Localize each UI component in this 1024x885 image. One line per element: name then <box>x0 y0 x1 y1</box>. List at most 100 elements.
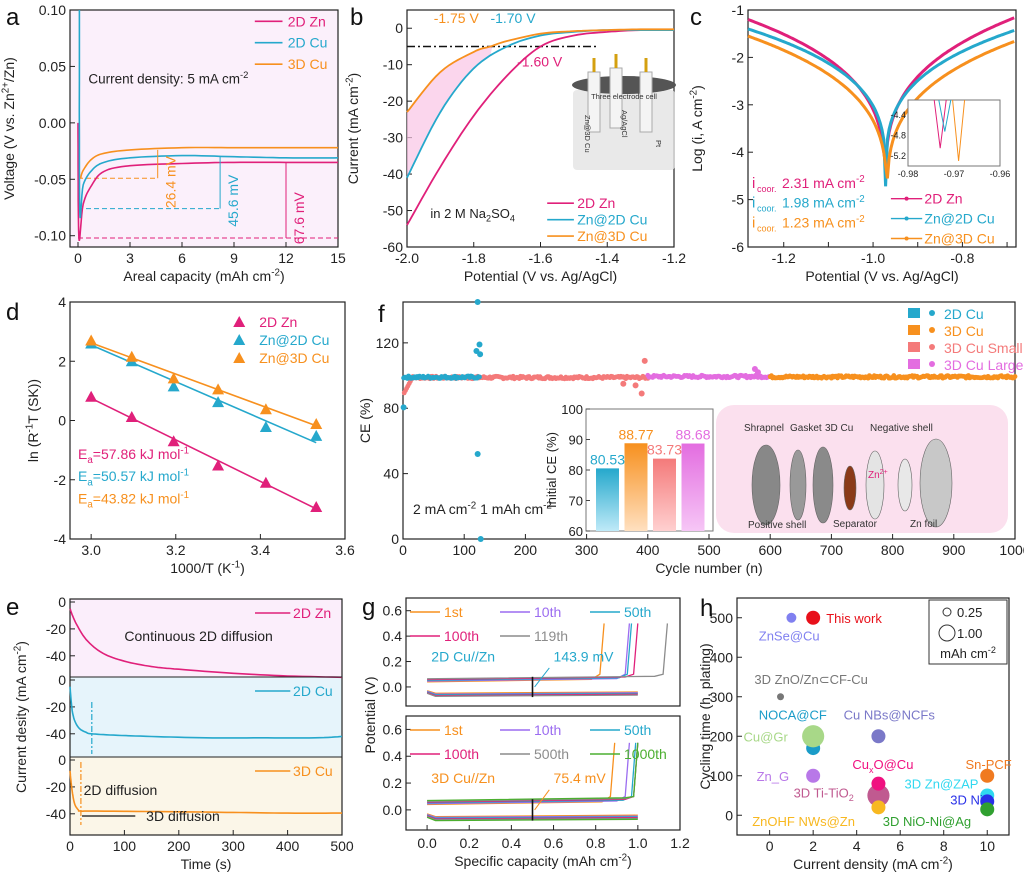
panel-a-ytick-label: 0.10 <box>39 2 66 18</box>
panel-e-subpanel-bg <box>70 757 342 835</box>
panel-letter-f: f <box>378 301 385 328</box>
panel-c-ytick-label: -4 <box>732 144 745 160</box>
panel-c-ytick-label: -6 <box>732 239 745 255</box>
panel-a-ylabel: Voltage (V vs. Zn2+/Zn) <box>0 57 17 200</box>
panel-a-ytick-label: -0.05 <box>34 171 66 187</box>
inset-label: Pt <box>654 140 663 148</box>
panel-e-ytick-label: -40 <box>46 726 66 742</box>
panel-a-overpotential: 45.6 mV <box>225 174 241 227</box>
panel-a-overpotential: 67.6 mV <box>291 191 307 244</box>
panel-h-point <box>802 725 825 748</box>
diagram-label: 3D Cu <box>825 423 853 434</box>
panel-d-point <box>310 501 323 513</box>
panel-c-line-zn@3d-cu <box>747 34 1015 179</box>
panel-g-legend-label: 1000th <box>624 746 667 762</box>
panel-g-xtick-label: 0.6 <box>544 835 564 851</box>
diagram-part <box>919 438 953 528</box>
panel-c-icorr-value: 1.23 mA cm-2 <box>782 214 865 231</box>
panel-f-inset-ytick: 80 <box>569 463 583 478</box>
diagram-label: Negative shell <box>870 423 933 434</box>
panel-f-inset-ytick: 100 <box>561 402 583 417</box>
panel-h-size-legend-frame <box>928 599 1008 665</box>
panel-c-icorr-symbol: i <box>752 195 755 212</box>
panel-h-ytick-label: 300 <box>710 689 734 705</box>
panel-e-xtick-label: 400 <box>276 838 300 854</box>
panel-c-icorr-value: 1.98 mA cm-2 <box>782 194 865 211</box>
diagram-part <box>865 450 885 520</box>
panel-c-inset-ytick: -4.4 <box>890 110 906 120</box>
panel-c-icorr-symbol: i <box>752 215 755 232</box>
panel-g-top-frame <box>405 597 681 707</box>
panel-d-legend-marker <box>233 316 246 327</box>
panel-f-point <box>477 374 482 380</box>
panel-a-legend-label: 2D Zn <box>288 13 326 29</box>
panel-a-xlabel: Areal capacity (mAh cm-2) <box>123 267 284 284</box>
panel-h-point-label: ZnSe@Cu <box>759 629 820 644</box>
panel-e-xtick-label: 0 <box>66 838 74 854</box>
panel-f-outlier <box>400 404 407 411</box>
panel-e-frame <box>69 598 343 836</box>
panel-a-line-3d-cu <box>79 146 338 179</box>
panel-f-legend-swatch <box>908 325 920 335</box>
inset-label: Three electrode cell <box>591 92 657 101</box>
panel-c-icorr-sub: coor. <box>757 204 777 214</box>
diagram-label: Separator <box>833 519 878 530</box>
panel-g-cell-label: 2D Cu//Zn <box>431 649 495 665</box>
panel-f-xtick-label: 1000 <box>999 542 1024 558</box>
diagram-part <box>751 444 781 526</box>
panel-g-discharge-curve <box>426 815 638 820</box>
panel-letter-a: a <box>6 4 20 31</box>
panel-b-legend-label: Zn@2D Cu <box>577 212 647 228</box>
panel-e-line-2d-cu <box>69 686 343 739</box>
panel-b-xtick-label: -1.6 <box>528 250 552 266</box>
panel-f-outlier <box>474 299 481 305</box>
panel-g-discharge-curve <box>426 815 638 821</box>
panel-d-point <box>310 429 323 441</box>
panel-b-ytick-label: -50 <box>383 203 403 219</box>
panel-a-xtick-label: 6 <box>178 250 186 266</box>
panel-c-legend-label: Zn@3D Cu <box>924 230 994 246</box>
panel-c-ylabel: Log (i, A cm-2) <box>688 85 705 172</box>
panel-d-point <box>259 476 272 488</box>
panel-b-xtick-label: -1.8 <box>462 250 486 266</box>
panel-g-ytick-label: 0.6 <box>383 603 403 619</box>
panel-letter-d: d <box>6 299 19 326</box>
diagram-part <box>843 465 857 511</box>
panel-h-xtick-label: 0 <box>766 838 774 854</box>
panel-e-line-3d-cu <box>69 770 342 814</box>
panel-f-inset-bar <box>624 443 648 531</box>
electrode-wire <box>644 58 648 72</box>
panel-h-point-label: 3D ZnO/Zn⊂CF-Cu <box>754 672 867 687</box>
panel-d-legend-marker <box>233 352 246 363</box>
panel-f-inset-bar <box>596 468 619 531</box>
panel-e-ytick-label: 0 <box>58 594 66 610</box>
panel-h-size-legend-small <box>942 607 952 617</box>
panel-f-coin-cell-diagram: Shrapnel Gasket 3D Cu Negative shell Positiv… <box>716 405 1008 533</box>
panel-g-legend-label: 10th <box>534 722 561 738</box>
panel-g-xlabel: Specific capacity (mAh cm-2) <box>454 852 632 869</box>
panel-letter-b: b <box>350 4 363 31</box>
panel-h-ytick-label: 400 <box>710 649 734 665</box>
panel-letter-c: c <box>690 4 702 31</box>
panel-g-ytick-label: 0.6 <box>383 721 403 737</box>
panel-c-inset-ytick: -4.8 <box>890 131 906 141</box>
diagram-label: Positive shell <box>748 520 806 531</box>
panel-f-xtick-label: 200 <box>514 542 538 558</box>
inset-label: Ag/AgCl <box>620 110 629 138</box>
panel-h-xtick-label: 8 <box>940 838 948 854</box>
panel-f-inset-bar-label: 88.77 <box>618 426 653 442</box>
panel-b-annotation: -1.60 V <box>517 54 563 70</box>
panel-d-ytick-label: 2 <box>58 353 66 369</box>
panel-c-line-zn@2d-cu <box>747 27 1015 187</box>
panel-a-line-2d-zn <box>77 122 338 242</box>
panel-f-inset-bar-label: 80.53 <box>590 451 625 467</box>
electrode-wire <box>592 58 596 72</box>
panel-c-icorr-symbol: i <box>752 175 755 192</box>
panel-c-inset-line <box>938 99 952 132</box>
panel-b-ytick-label: -30 <box>383 130 403 146</box>
panel-g-overpotential: 75.4 mV <box>554 770 607 786</box>
diagram-part <box>789 449 807 521</box>
panel-h-point-label: Zn_G <box>757 769 790 784</box>
panel-d-point <box>85 334 98 346</box>
panel-d-point <box>212 459 225 471</box>
